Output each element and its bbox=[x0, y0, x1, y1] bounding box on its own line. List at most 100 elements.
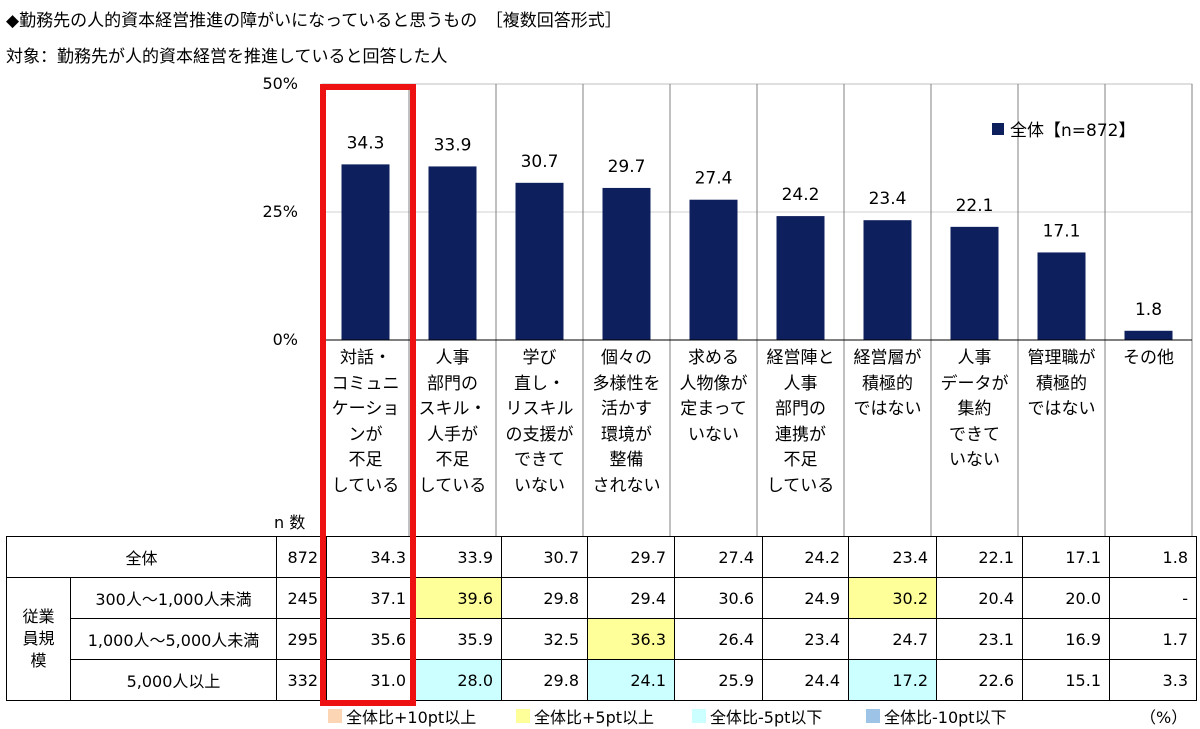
table-cell: 27.4 bbox=[674, 536, 763, 578]
x-tick-label-line: 個々の bbox=[601, 348, 652, 368]
table-cell: 17.1 bbox=[1022, 536, 1110, 578]
x-tick-label-line: 整備 bbox=[609, 450, 644, 470]
table-cell-highlight-minus5: 28.0 bbox=[414, 659, 502, 701]
x-tick-label-line: いない bbox=[514, 475, 565, 496]
x-tick-label-line: 人物像が bbox=[679, 373, 748, 394]
key-swatch-plus5 bbox=[516, 709, 530, 723]
x-tick-label-line: いない bbox=[688, 424, 739, 445]
x-tick-label-line: 求める bbox=[688, 348, 739, 368]
x-tick-label-line: 定まって bbox=[680, 399, 747, 419]
table-cell: 22.1 bbox=[936, 536, 1023, 578]
key-label: 全体比-5pt以下 bbox=[710, 708, 823, 727]
table-cell: 34.3 bbox=[326, 536, 415, 578]
x-tick-label-line: している bbox=[331, 475, 400, 496]
bar bbox=[950, 226, 999, 340]
x-tick-label-line: 学び bbox=[522, 348, 557, 368]
bar bbox=[776, 216, 825, 340]
table-cell: 25.9 bbox=[674, 659, 763, 701]
unit-label: （%） bbox=[1140, 708, 1188, 727]
table-row-5000-plus: 5,000人以上 332 31.0 28.0 29.8 24.1 25.9 24… bbox=[7, 659, 1197, 701]
key-swatch-minus5 bbox=[692, 709, 706, 723]
x-tick-label-line: 積極的 bbox=[862, 373, 913, 394]
x-tick-label-line: ではない bbox=[853, 399, 922, 419]
table-cell: 24.9 bbox=[762, 577, 849, 619]
n-cell: 295 bbox=[276, 618, 327, 660]
data-label: 17.1 bbox=[1043, 221, 1081, 241]
legend-swatch bbox=[992, 122, 1004, 135]
row-label: 1,000人～5,000人未満 bbox=[70, 618, 277, 660]
x-tick-label-line: 環境が bbox=[601, 424, 652, 445]
data-label: 27.4 bbox=[695, 169, 733, 189]
x-tick-label-line: コミュニ bbox=[331, 373, 400, 394]
x-tick-label-line: いない bbox=[949, 450, 1000, 470]
table-cell: 23.4 bbox=[762, 618, 849, 660]
x-tick-label-line: 不足 bbox=[783, 450, 818, 470]
data-label: 34.3 bbox=[347, 133, 385, 153]
table-cell: 24.4 bbox=[762, 659, 849, 701]
data-label: 1.8 bbox=[1135, 300, 1162, 320]
x-tick-label-line: 人事 bbox=[435, 348, 470, 368]
x-tick-label-line: の支援が bbox=[505, 424, 574, 445]
x-tick-label-line: 人事 bbox=[783, 373, 818, 394]
table-cell: 30.6 bbox=[674, 577, 763, 619]
data-label: 23.4 bbox=[869, 189, 907, 209]
x-tick-label-line: 多様性を bbox=[592, 373, 661, 394]
table-cell: 35.6 bbox=[326, 618, 415, 660]
table-cell: 37.1 bbox=[326, 577, 415, 619]
bar bbox=[602, 187, 651, 340]
x-tick-label: 求める人物像が定まっていない bbox=[670, 346, 757, 532]
row-label: 5,000人以上 bbox=[70, 659, 277, 701]
x-tick-label-line: 活かす bbox=[601, 399, 652, 419]
y-tick-label-0: 0% bbox=[272, 330, 298, 349]
x-tick-label: その他 bbox=[1105, 346, 1192, 532]
table-row-300-1000: 従業員規模 300人～1,000人未満 245 37.1 39.6 29.8 2… bbox=[6, 577, 1197, 701]
x-tick-label-line: できて bbox=[949, 424, 1000, 445]
x-tick-label-line: リスキル bbox=[505, 399, 574, 419]
x-tick-label-line: されない bbox=[592, 475, 661, 496]
table-cell: 29.4 bbox=[587, 577, 675, 619]
x-tick-label-line: ではない bbox=[1027, 399, 1096, 419]
table-row-total: 全体 872 34.3 33.9 30.7 29.7 27.4 24.2 23.… bbox=[6, 536, 1197, 578]
table-cell: 29.7 bbox=[587, 536, 675, 578]
table-cell: - bbox=[1109, 577, 1197, 619]
bar bbox=[863, 220, 912, 340]
x-tick-label: 経営陣と 人事 部門の 連携が 不足 している bbox=[757, 346, 844, 532]
chart-subtitle: 対象：勤務先が人的資本経営を推進していると回答した人 bbox=[6, 47, 448, 67]
x-tick-label-line: データが bbox=[940, 373, 1009, 394]
bar bbox=[515, 182, 564, 340]
key-plus5: 全体比+5pt以上 bbox=[516, 704, 654, 728]
x-tick-label-line: 経営陣と bbox=[766, 348, 835, 368]
table-cell: 32.5 bbox=[501, 618, 588, 660]
key-swatch-plus10 bbox=[328, 709, 342, 723]
bar bbox=[689, 199, 738, 340]
table-cell: 22.6 bbox=[936, 659, 1023, 701]
bar bbox=[428, 166, 477, 340]
x-tick-label: 対話・ コミュニ ケーショ ンが 不足 している bbox=[322, 346, 409, 532]
bar bbox=[1124, 330, 1173, 340]
data-label: 24.2 bbox=[782, 185, 820, 205]
data-table: 全体 872 34.3 33.9 30.7 29.7 27.4 24.2 23.… bbox=[6, 536, 1197, 701]
x-tick-label-line: 部門の bbox=[775, 399, 826, 419]
n-cell: 872 bbox=[276, 536, 327, 578]
x-tick-label-line: 経営層が bbox=[853, 348, 922, 368]
table-cell: 35.9 bbox=[414, 618, 502, 660]
x-tick-label-line: 部門の bbox=[427, 373, 478, 394]
x-tick-label-line: 人手が bbox=[427, 424, 478, 445]
table-cell: 24.7 bbox=[848, 618, 937, 660]
y-tick-label-25: 25% bbox=[262, 202, 298, 221]
x-tick-label: 学び 直し・ リスキル の支援が できて いない bbox=[496, 346, 583, 532]
x-tick-label-line: できて bbox=[514, 450, 565, 470]
x-tick-label-line: 不足 bbox=[435, 450, 470, 470]
x-tick-label-line: 連携が bbox=[775, 424, 826, 445]
x-tick-label: 管理職が 積極的 ではない bbox=[1018, 346, 1105, 532]
x-tick-label: 人事 部門の スキル・ 人手が 不足 している bbox=[409, 346, 496, 532]
table-row-1000-5000: 1,000人～5,000人未満 295 35.6 35.9 32.5 36.3 … bbox=[7, 618, 1197, 660]
table-cell: 30.7 bbox=[501, 536, 588, 578]
table-cell: 1.8 bbox=[1109, 536, 1197, 578]
data-label: 22.1 bbox=[956, 196, 994, 216]
table-cell: 29.8 bbox=[501, 577, 588, 619]
key-plus10: 全体比+10pt以上 bbox=[328, 704, 476, 728]
table-cell: 3.3 bbox=[1109, 659, 1197, 701]
n-cell: 332 bbox=[276, 659, 327, 701]
x-tick-label-line: 積極的 bbox=[1036, 373, 1087, 394]
